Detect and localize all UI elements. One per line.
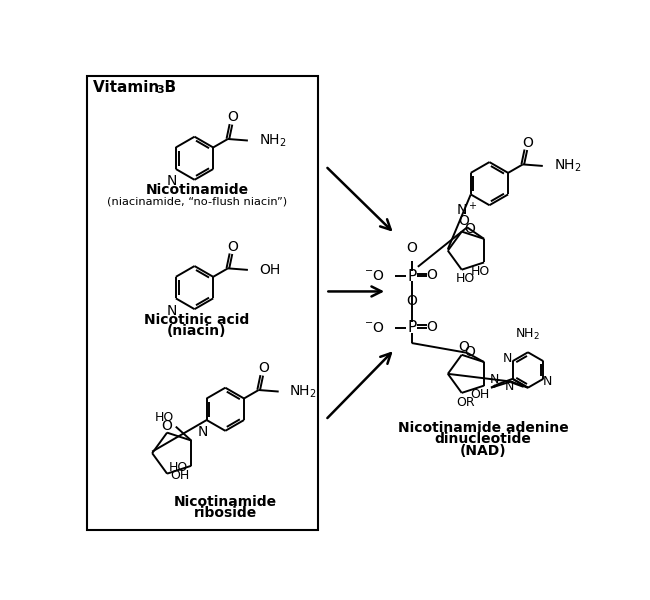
Text: (niacinamide, “no-flush niacin”): (niacinamide, “no-flush niacin”) xyxy=(107,196,287,206)
Text: $^{-}$O: $^{-}$O xyxy=(364,320,385,335)
Text: OR: OR xyxy=(456,395,475,409)
Text: N: N xyxy=(489,373,499,386)
Text: O: O xyxy=(227,110,238,124)
Text: O: O xyxy=(406,293,417,308)
Text: HO: HO xyxy=(456,272,475,286)
Text: O: O xyxy=(458,214,469,228)
Text: Nicotinamide: Nicotinamide xyxy=(174,494,277,509)
Text: O: O xyxy=(227,240,238,254)
Text: N: N xyxy=(502,352,512,365)
Text: P: P xyxy=(407,269,416,284)
Text: NH$_2$: NH$_2$ xyxy=(515,326,540,341)
Text: NH$_2$: NH$_2$ xyxy=(259,133,287,149)
Text: (NAD): (NAD) xyxy=(460,444,506,458)
Text: O: O xyxy=(458,340,469,353)
Text: (niacin): (niacin) xyxy=(167,325,227,338)
Text: Nicotinic acid: Nicotinic acid xyxy=(144,313,250,327)
Text: O: O xyxy=(406,241,417,255)
Text: OH: OH xyxy=(170,469,189,482)
Text: OH: OH xyxy=(471,388,490,401)
Text: 3: 3 xyxy=(157,85,164,95)
Text: NH$_2$: NH$_2$ xyxy=(289,383,317,400)
Text: $^{-}$O: $^{-}$O xyxy=(364,269,385,283)
Text: HO: HO xyxy=(169,461,188,474)
Text: HO: HO xyxy=(155,411,174,424)
Text: N: N xyxy=(167,304,177,318)
Text: O: O xyxy=(258,361,268,376)
Text: O: O xyxy=(162,419,172,433)
Text: N: N xyxy=(198,425,208,439)
Text: N: N xyxy=(505,380,514,394)
Text: N$^+$: N$^+$ xyxy=(456,202,478,218)
Text: N: N xyxy=(167,175,177,188)
Text: HO: HO xyxy=(471,265,490,278)
Text: N: N xyxy=(543,374,552,388)
Text: NH$_2$: NH$_2$ xyxy=(554,158,581,174)
Text: O: O xyxy=(426,320,437,334)
Text: O: O xyxy=(464,222,475,236)
Text: P: P xyxy=(407,320,416,335)
Bar xyxy=(86,76,318,530)
Text: dinucleotide: dinucleotide xyxy=(435,432,532,446)
Text: Nicotinamide: Nicotinamide xyxy=(145,183,248,197)
Text: O: O xyxy=(426,268,437,282)
Text: Vitamin B: Vitamin B xyxy=(93,80,176,95)
Text: O: O xyxy=(464,346,475,359)
Text: O: O xyxy=(522,136,533,150)
Text: OH: OH xyxy=(259,263,281,277)
Text: Nicotinamide adenine: Nicotinamide adenine xyxy=(398,421,569,435)
Text: riboside: riboside xyxy=(194,506,257,520)
